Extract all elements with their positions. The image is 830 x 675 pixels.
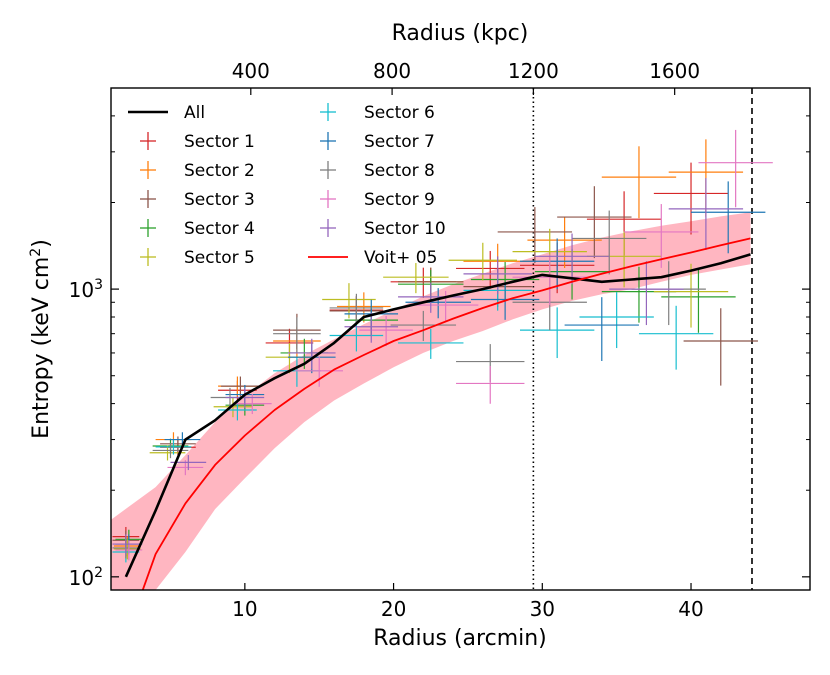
top-tick-label-1200: 1200 bbox=[508, 59, 559, 83]
x-tick-label-20: 20 bbox=[381, 597, 406, 621]
top-tick-label-1600: 1600 bbox=[649, 59, 700, 83]
plot-frame bbox=[110, 87, 811, 591]
top-tick-label-800: 800 bbox=[373, 59, 411, 83]
y-axis-title-close: ) bbox=[29, 239, 54, 248]
legend-label: Sector 4 bbox=[184, 219, 255, 239]
y-axis-title-sup: 2 bbox=[28, 248, 44, 257]
legend-entry-sector-7: Sector 7 bbox=[320, 132, 435, 152]
legend-label: Sector 2 bbox=[184, 161, 255, 181]
voit-05-scatter-band bbox=[111, 212, 751, 590]
sector-10-errorbars bbox=[112, 178, 744, 555]
y-axis-title-main: Entropy (keV cm bbox=[29, 257, 54, 439]
sector-9-errorbars bbox=[115, 129, 773, 561]
y-tick-label-exp: 2 bbox=[94, 565, 103, 581]
y-tick-label-base: 10 bbox=[69, 566, 94, 590]
x-tick-label-10: 10 bbox=[232, 597, 257, 621]
legend-label: All bbox=[184, 103, 205, 123]
legend-entry-sector-9: Sector 9 bbox=[320, 190, 435, 210]
y-tick-label-base: 10 bbox=[69, 278, 94, 302]
legend-label: Sector 10 bbox=[364, 219, 446, 239]
top-axis-title: Radius (kpc) bbox=[392, 21, 529, 46]
legend-entry-sector-10: Sector 10 bbox=[320, 219, 446, 239]
legend-label: Sector 9 bbox=[364, 190, 435, 210]
legend-entry-all: All bbox=[128, 103, 205, 123]
legend-entry-sector-6: Sector 6 bbox=[320, 103, 435, 123]
legend-label: Sector 1 bbox=[184, 132, 255, 152]
x-tick-label-40: 40 bbox=[678, 597, 703, 621]
all-line bbox=[124, 253, 751, 578]
voit-05-line bbox=[141, 237, 751, 590]
legend-entry-sector-4: Sector 4 bbox=[140, 219, 255, 239]
legend-entry-sector-5: Sector 5 bbox=[140, 248, 255, 268]
legend-label: Sector 5 bbox=[184, 248, 255, 268]
x-tick-label-30: 30 bbox=[530, 597, 555, 621]
y-tick-label-1000: 103 bbox=[69, 277, 103, 302]
x-axis-title: Radius (arcmin) bbox=[373, 626, 547, 651]
top-tick-label-400: 400 bbox=[232, 59, 270, 83]
legend-entry-sector-2: Sector 2 bbox=[140, 161, 255, 181]
legend-label: Sector 3 bbox=[184, 190, 255, 210]
legend-entry-sector-3: Sector 3 bbox=[140, 190, 255, 210]
legend: All Sector 1 Sector 2 Sector 3 Sector 4 Secto… bbox=[128, 103, 446, 268]
y-axis-title: Entropy (keV cm2) bbox=[28, 239, 54, 439]
band-layer bbox=[111, 212, 751, 590]
legend-label: Sector 8 bbox=[364, 161, 435, 181]
y-tick-label-exp: 3 bbox=[94, 277, 103, 293]
y-tick-label-100: 102 bbox=[69, 565, 103, 590]
legend-entry-sector-8: Sector 8 bbox=[320, 161, 435, 181]
legend-entry-voit-05: Voit+ 05 bbox=[308, 248, 437, 268]
legend-entry-sector-1: Sector 1 bbox=[140, 132, 255, 152]
line-layer bbox=[124, 237, 751, 590]
errorbar-layer bbox=[112, 129, 773, 563]
legend-label: Sector 7 bbox=[364, 132, 435, 152]
legend-label: Voit+ 05 bbox=[364, 248, 437, 268]
vline-layer bbox=[532, 88, 753, 590]
legend-label: Sector 6 bbox=[364, 103, 435, 123]
